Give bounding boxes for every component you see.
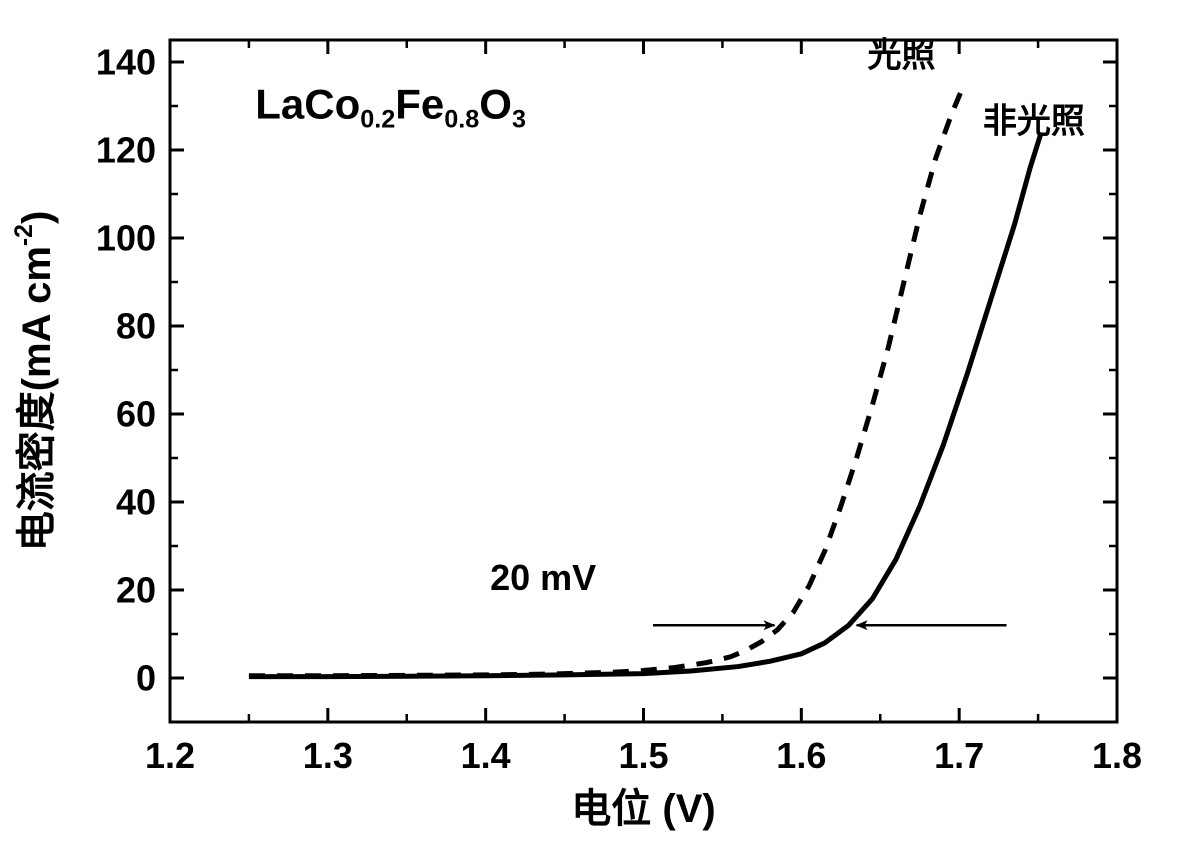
x-tick-label: 1.8 (1092, 735, 1142, 776)
legend-dark: 非光照 (983, 102, 1085, 140)
x-tick-label: 1.5 (618, 735, 668, 776)
x-axis-label: 电位 (V) (571, 787, 715, 831)
y-tick-label: 20 (116, 570, 156, 611)
chart-svg: 1.2 1.3 1.4 1.5 1.6 1.7 1.8 0 20 40 60 80 100 120 140 电… (0, 0, 1177, 862)
y-axis-label: 电流密度(mA cm-2) (11, 211, 59, 552)
y-tick-label: 80 (116, 306, 156, 347)
chart-container: 1.2 1.3 1.4 1.5 1.6 1.7 1.8 0 20 40 60 80 100 120 140 电… (0, 0, 1177, 862)
y-tick-label: 60 (116, 394, 156, 435)
y-tick-label: 140 (96, 42, 156, 83)
x-tick-label: 1.3 (303, 735, 353, 776)
x-tick-label: 1.7 (934, 735, 984, 776)
y-tick-label: 0 (136, 658, 156, 699)
y-tick-label: 40 (116, 482, 156, 523)
x-tick-label: 1.2 (145, 735, 195, 776)
x-tick-label: 1.6 (776, 735, 826, 776)
legend-light: 光照 (867, 36, 935, 74)
y-tick-label: 100 (96, 218, 156, 259)
gap-label: 20 mV (490, 557, 596, 598)
x-tick-label: 1.4 (461, 735, 511, 776)
y-tick-label: 120 (96, 130, 156, 171)
